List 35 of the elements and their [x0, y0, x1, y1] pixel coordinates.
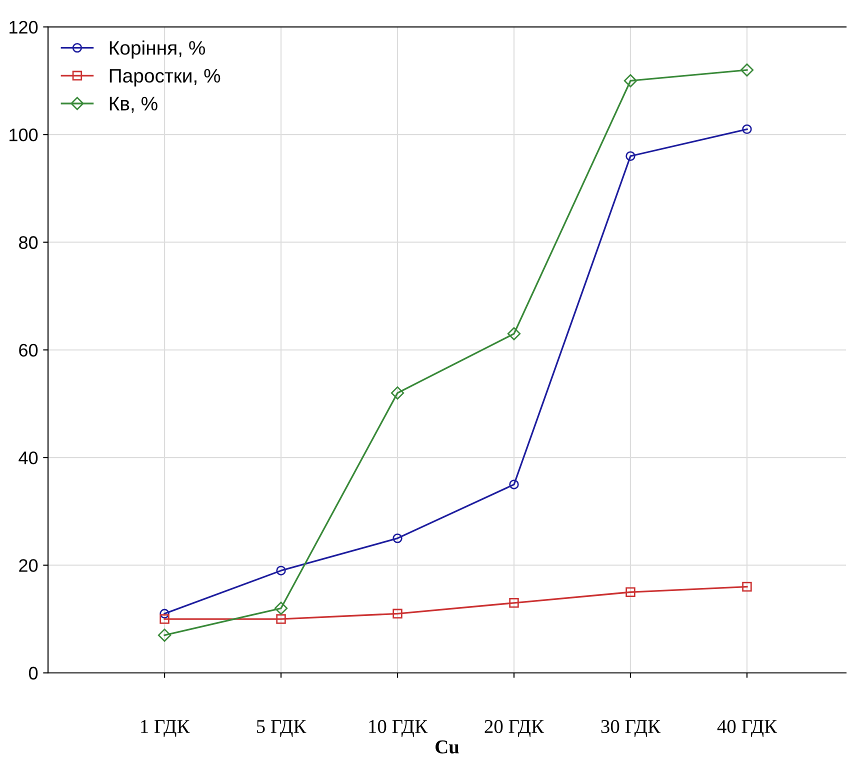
legend-label: Паростки, % — [110, 68, 220, 86]
legend-label: Коріння, % — [110, 40, 206, 59]
x-tick-label: 40 ГДК — [717, 720, 778, 738]
point — [392, 533, 402, 544]
x-tick-label: 10 ГДК — [369, 720, 428, 738]
point — [160, 614, 170, 624]
y-tick-label: 40 — [18, 451, 38, 464]
point — [626, 587, 636, 597]
y-tick-label: 100 — [10, 128, 38, 142]
point — [160, 608, 170, 619]
y-tick-label: 60 — [19, 344, 38, 357]
point — [742, 124, 752, 134]
x-tick-label: 20 ГДК — [484, 720, 544, 738]
point — [740, 63, 754, 77]
point — [276, 614, 286, 624]
x-tick-label: 1 ГДК — [141, 720, 190, 738]
x-tick-label: 30 ГДК — [601, 720, 661, 738]
legend-label: Кв, % — [110, 96, 158, 113]
point — [274, 602, 288, 615]
point — [507, 327, 521, 340]
y-tick-label: 20 — [19, 559, 38, 572]
y-tick-label: 0 — [28, 666, 38, 680]
point — [626, 151, 636, 161]
point — [390, 386, 404, 400]
x-tick-label: 5 ГДК — [256, 720, 306, 738]
point — [624, 74, 638, 88]
point — [158, 628, 172, 642]
y-tick-label: 80 — [19, 236, 38, 249]
point — [392, 608, 402, 619]
point — [742, 582, 752, 592]
point — [276, 566, 286, 576]
x-axis-title: Cu — [436, 740, 459, 754]
point — [509, 480, 519, 490]
y-tick-label: 120 — [10, 20, 38, 34]
point — [509, 598, 519, 608]
